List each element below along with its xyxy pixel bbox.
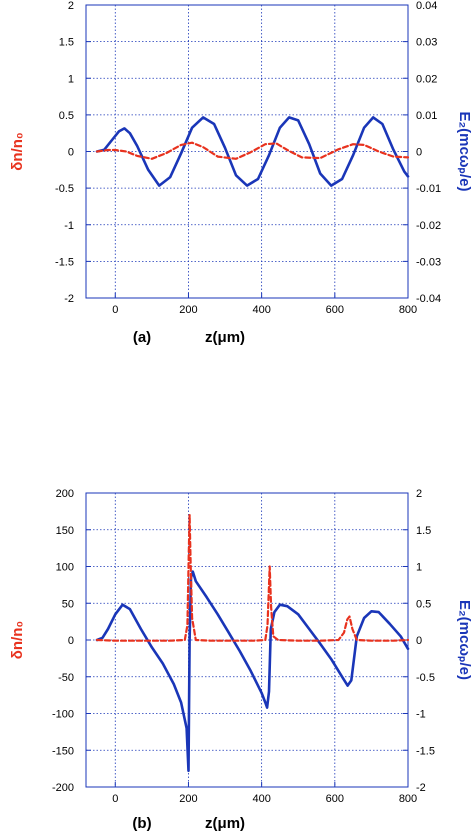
y-left-tick-label: 2: [68, 0, 74, 12]
y-right-axis-label: E₂(mcωₚ/e): [456, 600, 473, 680]
field-series-line: [95, 570, 410, 773]
field-series-line: [95, 116, 410, 187]
y-right-tick-label: -2: [416, 782, 426, 794]
y-left-tick-label: 200: [56, 488, 74, 500]
x-tick-label: 200: [179, 304, 197, 316]
y-left-tick-label: -50: [58, 672, 74, 684]
y-left-axis-label: δn/n₀: [9, 132, 26, 170]
y-left-tick-label: 0: [68, 635, 74, 647]
x-tick-label: 800: [399, 304, 417, 316]
y-left-tick-label: 1: [68, 73, 74, 85]
y-left-tick-label: -200: [52, 782, 74, 794]
y-right-tick-label: 0: [416, 147, 422, 159]
y-right-tick-label: -0.5: [416, 672, 435, 684]
y-right-tick-label: 0.5: [416, 598, 431, 610]
x-tick-label: 0: [112, 304, 118, 316]
y-right-tick-label: -0.02: [416, 220, 441, 232]
y-right-tick-label: 0.01: [416, 110, 437, 122]
x-tick-label: 400: [252, 793, 270, 805]
y-left-tick-label: -2: [64, 293, 74, 305]
y-right-tick-label: 1: [416, 562, 422, 574]
y-left-tick-label: 150: [56, 525, 74, 537]
y-left-tick-label: -100: [52, 709, 74, 721]
x-tick-label: 200: [179, 793, 197, 805]
y-right-tick-label: 1.5: [416, 525, 431, 537]
y-left-axis-label: δn/n₀: [9, 621, 26, 659]
x-tick-label: 600: [326, 793, 344, 805]
y-right-tick-label: 0: [416, 635, 422, 647]
y-left-tick-label: -1: [64, 220, 74, 232]
x-tick-label: 400: [252, 304, 270, 316]
y-left-tick-label: -150: [52, 745, 74, 757]
y-left-tick-label: 1.5: [59, 37, 74, 49]
y-right-tick-label: 0.04: [416, 0, 437, 12]
y-right-tick-label: -1: [416, 709, 426, 721]
y-right-tick-label: -0.04: [416, 293, 441, 305]
y-left-tick-label: 0: [68, 147, 74, 159]
y-right-tick-label: 0.03: [416, 37, 437, 49]
chart-panel-a: 0 200 400 600 800 -2 -1.5 -1 -0.5 0 0.5 1 1.5 2 -0.04 -…: [9, 0, 473, 346]
x-tick-label: 600: [326, 304, 344, 316]
x-axis-label: z(μm): [205, 329, 245, 346]
chart-panel-b: 0 200 400 600 800-200-150-100-50050100150200…: [9, 488, 473, 832]
y-right-tick-label: -0.01: [416, 183, 441, 195]
panel-label: (b): [132, 815, 151, 832]
y-right-tick-label: 2: [416, 488, 422, 500]
y-left-tick-label: 50: [62, 598, 74, 610]
panel-label: (a): [133, 329, 151, 346]
density-series-line: [95, 513, 410, 642]
y-right-tick-label: -1.5: [416, 745, 435, 757]
x-tick-label: 0: [112, 793, 118, 805]
y-left-tick-label: -0.5: [55, 183, 74, 195]
density-series-line: [95, 141, 410, 160]
x-axis-label: z(μm): [205, 815, 245, 832]
y-right-axis-label: E₂(mcωₚ/e): [456, 112, 473, 192]
y-left-tick-label: 100: [56, 562, 74, 574]
x-tick-label: 800: [399, 793, 417, 805]
y-left-tick-label: -1.5: [55, 256, 74, 268]
y-right-tick-label: 0.02: [416, 73, 437, 85]
y-left-tick-label: 0.5: [59, 110, 74, 122]
y-right-tick-label: -0.03: [416, 256, 441, 268]
